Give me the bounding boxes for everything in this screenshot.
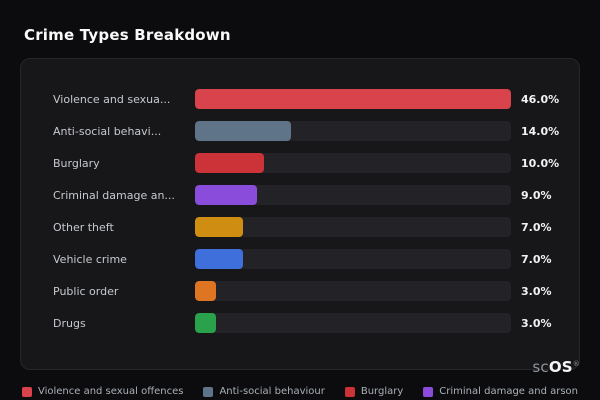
bar[interactable]	[195, 281, 216, 301]
legend-label: Criminal damage and arson	[439, 386, 579, 397]
bar-row: Other theft 7.0%	[53, 217, 561, 237]
chart-card: Violence and sexua... 46.0% Anti-social be…	[20, 58, 580, 370]
bar[interactable]	[195, 121, 292, 141]
bar-track	[195, 217, 511, 237]
value-label: 3.0%	[521, 284, 552, 298]
bar[interactable]	[195, 249, 244, 269]
chart-legend: Violence and sexual offences Anti-social …	[0, 386, 600, 397]
category-label: Criminal damage an...	[53, 188, 175, 202]
bar-row: Burglary 10.0%	[53, 153, 561, 173]
category-label: Burglary	[53, 156, 100, 170]
legend-item[interactable]: Criminal damage and arson	[423, 386, 578, 397]
legend-swatch-icon	[344, 386, 355, 397]
category-label: Drugs	[53, 316, 86, 330]
bar-track	[195, 185, 511, 205]
page-title: Crime Types Breakdown	[24, 26, 231, 44]
value-label: 7.0%	[521, 252, 552, 266]
legend-label: Violence and sexual offences	[37, 386, 184, 397]
bar-row: Violence and sexua... 46.0%	[53, 89, 561, 109]
bar-track	[195, 153, 511, 173]
brand-prefix: sc	[532, 358, 549, 376]
bar-track	[195, 313, 511, 333]
legend-label: Burglary	[360, 386, 404, 397]
bar-track	[195, 89, 511, 109]
legend-item[interactable]: Burglary	[344, 386, 404, 397]
bar-row: Vehicle crime 7.0%	[53, 249, 561, 269]
category-label: Other theft	[53, 220, 114, 234]
brand-suffix: OS	[548, 358, 573, 376]
bar[interactable]	[195, 217, 244, 237]
bar[interactable]	[195, 153, 264, 173]
bar[interactable]	[195, 185, 257, 205]
bar-row: Drugs 3.0%	[53, 313, 561, 333]
value-label: 7.0%	[521, 220, 552, 234]
legend-item[interactable]: Anti-social behaviour	[203, 386, 325, 397]
legend-swatch-icon	[21, 386, 32, 397]
brand-logo: scOS®	[532, 358, 580, 376]
bar-rows: Violence and sexua... 46.0% Anti-social be…	[53, 89, 561, 333]
value-label: 10.0%	[521, 156, 560, 170]
bar-row: Public order 3.0%	[53, 281, 561, 301]
legend-item[interactable]: Violence and sexual offences	[21, 386, 184, 397]
value-label: 9.0%	[521, 188, 552, 202]
bar-row: Criminal damage an... 9.0%	[53, 185, 561, 205]
legend-swatch-icon	[423, 386, 434, 397]
category-label: Violence and sexua...	[53, 92, 171, 106]
bar-row: Anti-social behavi... 14.0%	[53, 121, 561, 141]
value-label: 14.0%	[521, 124, 560, 138]
bar-track	[195, 249, 511, 269]
category-label: Public order	[53, 284, 119, 298]
value-label: 46.0%	[521, 92, 560, 106]
bar-track	[195, 281, 511, 301]
legend-label: Anti-social behaviour	[219, 386, 325, 397]
value-label: 3.0%	[521, 316, 552, 330]
bar[interactable]	[195, 313, 216, 333]
category-label: Vehicle crime	[53, 252, 127, 266]
category-label: Anti-social behavi...	[53, 124, 162, 138]
legend-swatch-icon	[203, 386, 214, 397]
bar[interactable]	[195, 89, 511, 109]
bar-track	[195, 121, 511, 141]
brand-registered-mark: ®	[572, 360, 580, 368]
